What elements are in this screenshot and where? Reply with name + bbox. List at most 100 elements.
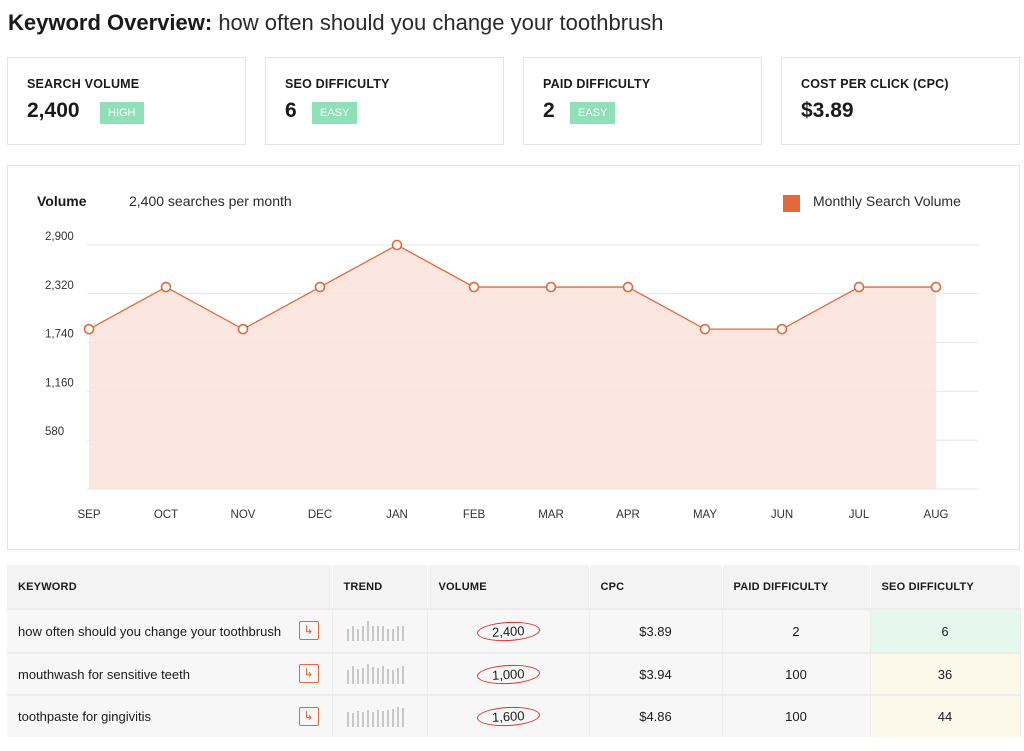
y-tick-label: 2,900 [45,231,74,243]
data-point[interactable] [160,281,172,293]
trend-sparkline [346,706,427,727]
trend-bar [356,629,359,641]
trend-bar [391,629,394,641]
y-tick-label: 580 [45,426,64,438]
column-header-keyword[interactable]: KEYWORD [7,565,333,609]
trend-bar [361,626,364,641]
volume-area [89,245,936,489]
keyword-cell: toothpaste for gingivitis ↳ [7,694,333,737]
y-tick-label: 1,740 [45,329,74,341]
trend-bar [376,709,379,727]
data-point[interactable] [237,323,249,335]
cpc-cell: $3.89 [589,608,723,653]
cpc-label: COST PER CLICK (CPC) [801,77,949,91]
x-tick-label: MAY [693,509,717,521]
x-tick-label: DEC [308,509,332,521]
data-point[interactable] [776,323,788,335]
paid-difficulty-badge: EASY [570,102,616,124]
seo-difficulty-cell: 6 [870,608,1021,653]
trend-bar [371,667,374,684]
chart-heading: Volume [37,193,87,209]
column-header-trend[interactable]: TREND [332,565,428,609]
data-point[interactable] [930,281,942,293]
volume-line [88,244,936,330]
cpc-card: COST PER CLICK (CPC) $3.89 [781,57,1020,145]
paid-difficulty-cell: 100 [722,694,871,737]
trend-sparkline [346,621,427,641]
trend-bar [346,670,349,684]
seo-difficulty-cell: 44 [870,694,1021,737]
keyword-cell: mouthwash for sensitive teeth ↳ [7,652,333,695]
keyword-cell: how often should you change your toothbr… [7,608,333,653]
x-tick-label: JUN [771,509,793,521]
trend-bar [361,711,364,727]
paid-difficulty-value: 2 [543,99,555,122]
seo-difficulty-card: SEO DIFFICULTY 6 EASY [265,57,504,145]
trend-bar [351,712,354,727]
x-tick-label: FEB [463,509,486,521]
keyword-table: KEYWORD TREND VOLUME CPC PAID DIFFICULTY… [7,565,1021,737]
open-keyword-icon[interactable]: ↳ [298,664,319,683]
y-tick-label: 1,160 [45,377,74,389]
trend-cell [332,694,428,737]
table-header-row: KEYWORD TREND VOLUME CPC PAID DIFFICULTY… [7,565,1021,609]
keyword-text: how often should you change your toothbr… [18,623,282,639]
table-row: how often should you change your toothbr… [7,608,1021,653]
column-header-seo-difficulty[interactable]: SEO DIFFICULTY [870,565,1021,609]
paid-difficulty-card: PAID DIFFICULTY 2 EASY [523,57,762,145]
x-tick-label: MAR [538,509,564,521]
trend-bar [376,668,379,684]
open-keyword-icon[interactable]: ↳ [298,621,319,640]
data-point[interactable] [699,323,711,335]
x-tick-label: AUG [924,509,949,521]
trend-bar [366,664,369,684]
trend-bar [386,709,389,727]
trend-bar [381,710,384,727]
seo-difficulty-cell: 36 [870,652,1021,695]
page-title-label: Keyword Overview: [8,10,213,35]
column-header-paid-difficulty[interactable]: PAID DIFFICULTY [722,565,871,609]
trend-bar [401,666,404,684]
search-volume-value: 2,400 [27,99,80,122]
data-point[interactable] [83,323,95,335]
data-point[interactable] [314,281,326,293]
column-header-volume[interactable]: VOLUME [427,565,590,609]
trend-sparkline [346,664,427,684]
x-tick-label: NOV [231,509,256,521]
page-title: Keyword Overview: how often should you c… [8,10,664,36]
volume-chart-panel: Volume 2,400 searches per month Monthly … [7,165,1020,550]
data-point[interactable] [622,281,634,293]
data-point[interactable] [545,281,557,293]
cpc-cell: $3.94 [589,652,723,695]
legend-label[interactable]: Monthly Search Volume [813,193,961,209]
y-tick-label: 2,320 [45,280,74,292]
trend-bar [346,711,349,727]
x-tick-label: APR [616,509,640,521]
trend-bar [376,626,379,641]
data-point[interactable] [853,281,865,293]
column-header-cpc[interactable]: CPC [589,565,723,609]
table-row: toothpaste for gingivitis ↳ 1,600 $4.86 … [7,694,1021,737]
paid-difficulty-label: PAID DIFFICULTY [543,77,651,91]
volume-cell: 1,000 [427,652,590,695]
cpc-cell: $4.86 [589,694,723,737]
page-title-keyword: how often should you change your toothbr… [218,10,664,35]
trend-bar [396,626,399,641]
paid-difficulty-cell: 100 [722,652,871,695]
paid-difficulty-cell: 2 [722,608,871,653]
trend-bar [366,709,369,727]
open-keyword-icon[interactable]: ↳ [298,706,319,726]
table-row: mouthwash for sensitive teeth ↳ 1,000 $3… [7,652,1021,695]
x-tick-label: JAN [386,509,408,521]
keyword-text: mouthwash for sensitive teeth [18,666,190,682]
x-tick-label: JUL [849,509,870,521]
x-tick-label: OCT [154,509,178,521]
volume-cell: 2,400 [427,608,590,653]
keyword-text: toothpaste for gingivitis [18,709,151,724]
data-point[interactable] [391,239,403,251]
trend-bar [351,666,354,684]
trend-bar [356,710,359,727]
trend-bar [351,626,354,641]
data-point[interactable] [468,281,480,293]
volume-value: 1,000 [476,662,540,686]
